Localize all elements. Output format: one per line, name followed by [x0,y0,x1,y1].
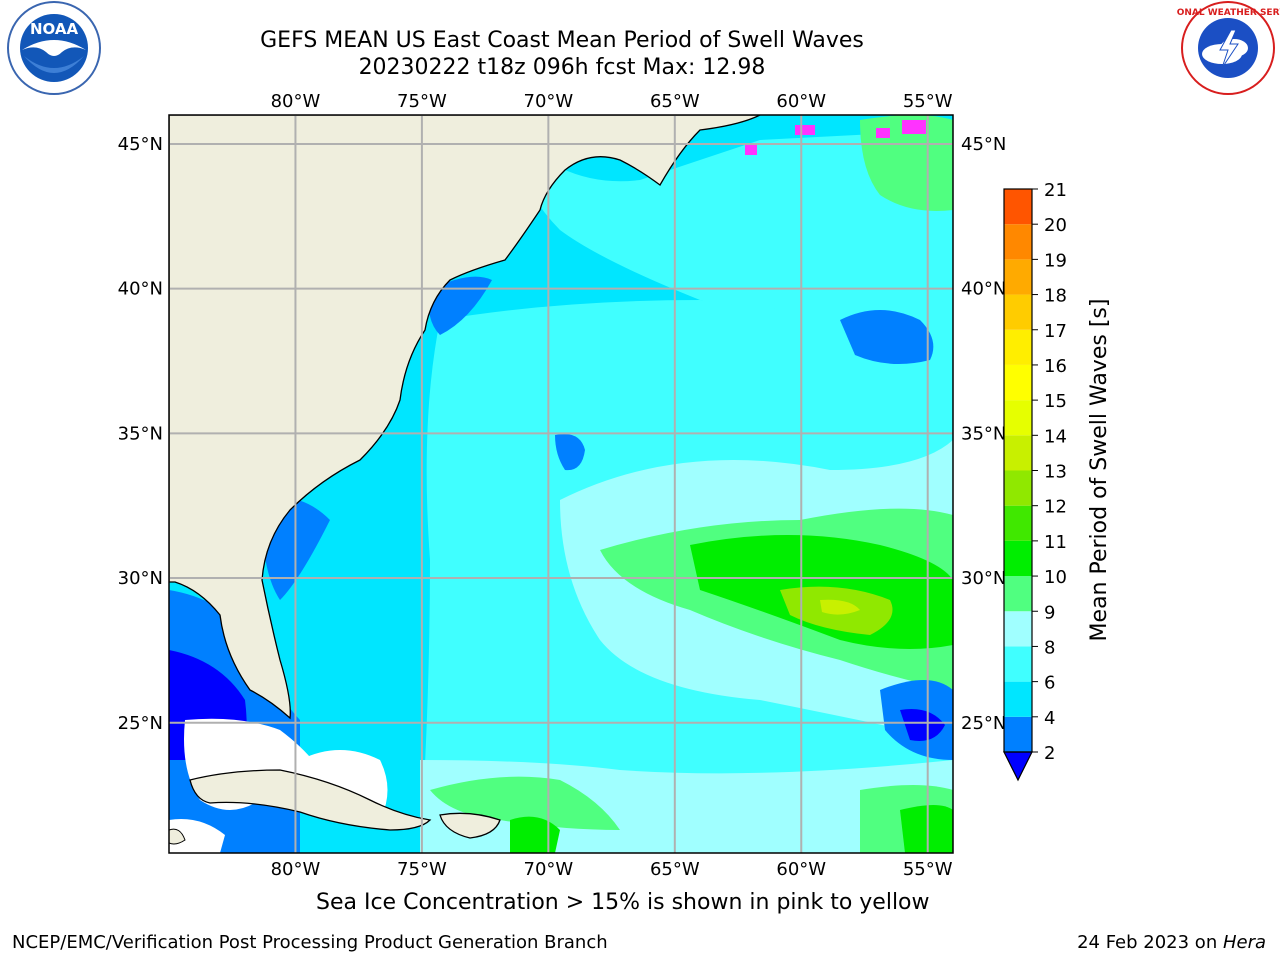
colorbar-swatch [1004,716,1032,752]
colorbar-label: Mean Period of Swell Waves [s] [1087,299,1112,642]
lon-tick-label: 70°W [524,859,574,880]
svg-text:NOAA: NOAA [30,20,79,38]
colorbar-swatch [1004,646,1032,682]
chart-title: GEFS MEAN US East Coast Mean Period of S… [260,28,864,53]
colorbar-tick-label: 21 [1044,180,1067,201]
lon-tick-label: 80°W [271,91,321,112]
colorbar-tick-label: 8 [1044,637,1055,658]
swell-period-field [169,115,953,853]
lat-tick-label: 25°N [118,713,163,734]
lat-tick-label: 35°N [118,423,163,444]
date-text: 24 Feb 2023 on [1077,932,1223,953]
colorbar-tick-label: 16 [1044,356,1067,377]
lon-tick-labels-bottom: 80°W 75°W 70°W 65°W 60°W 55°W [271,859,953,880]
lon-tick-label: 65°W [650,91,700,112]
lat-tick-label: 40°N [961,279,1006,300]
svg-text:NATIONAL WEATHER SERVICE: NATIONAL WEATHER SERVICE [1176,8,1280,18]
colorbar-tick-label: 12 [1044,497,1067,518]
colorbar-tick-label: 9 [1044,602,1055,623]
colorbar-swatch [1004,540,1032,577]
colorbar-swatch [1004,435,1032,471]
lon-tick-label: 55°W [903,91,953,112]
lat-tick-label: 45°N [961,134,1006,155]
lon-tick-label: 65°W [650,859,700,880]
colorbar-tick-label: 19 [1044,250,1067,271]
colorbar-tick-label: 11 [1044,532,1067,553]
sea-ice-note: Sea Ice Concentration > 15% is shown in … [316,890,930,915]
colorbar-under-extension [1003,751,1033,782]
colorbar-swatch [1004,611,1032,647]
colorbar: 2 4 6 8 9 10 11 12 13 14 15 16 17 18 19 20 21 [1003,180,1067,782]
lat-tick-label: 30°N [118,568,163,589]
colorbar-tick-label: 13 [1044,462,1067,483]
lat-tick-label: 30°N [961,568,1006,589]
colorbar-swatch [1004,681,1032,717]
colorbar-tick-label: 4 [1044,708,1055,729]
date-stamp: 24 Feb 2023 on Hera [1077,932,1266,953]
credit-text: NCEP/EMC/Verification Post Processing Pr… [12,932,608,953]
lat-tick-labels-left: 45°N 40°N 35°N 30°N 25°N [118,134,163,734]
lon-tick-label: 60°W [776,859,826,880]
colorbar-swatch [1004,505,1032,541]
colorbar-swatch [1004,576,1032,612]
host-name: Hera [1222,932,1266,953]
lon-tick-label: 55°W [903,859,953,880]
colorbar-tick-label: 20 [1044,215,1067,236]
colorbar-tick-label: 17 [1044,321,1067,342]
lon-tick-labels-top: 80°W 75°W 70°W 65°W 60°W 55°W [271,91,953,112]
colorbar-swatch [1004,329,1032,365]
colorbar-swatch [1004,224,1032,260]
lon-tick-label: 75°W [397,91,447,112]
colorbar-swatch [1004,189,1032,225]
lat-tick-labels-right: 45°N 40°N 35°N 30°N 25°N [961,134,1006,734]
lon-tick-label: 70°W [524,91,574,112]
colorbar-swatch [1004,259,1032,295]
lon-tick-label: 80°W [271,859,321,880]
colorbar-tick-label: 18 [1044,286,1067,307]
lat-tick-label: 35°N [961,423,1006,444]
lat-tick-label: 40°N [118,279,163,300]
colorbar-swatch [1004,364,1032,401]
lon-tick-label: 60°W [776,91,826,112]
colorbar-tick-label: 6 [1044,673,1055,694]
map-frame [168,114,954,854]
colorbar-tick-label: 2 [1044,743,1055,764]
lat-tick-label: 25°N [961,713,1006,734]
colorbar-swatch [1004,294,1032,330]
colorbar-tick-label: 15 [1044,391,1067,412]
nws-logo-icon: NATIONAL WEATHER SERVICE [1176,1,1280,95]
lon-tick-label: 75°W [397,859,447,880]
noaa-logo-icon: NOAA [7,1,101,95]
graticule [169,115,953,853]
colorbar-tick-label: 14 [1044,426,1067,447]
chart-subtitle: 20230222 t18z 096h fcst Max: 12.98 [358,55,766,80]
colorbar-tick-label: 10 [1044,567,1067,588]
colorbar-swatch [1004,400,1032,436]
colorbar-swatch [1004,470,1032,506]
lat-tick-label: 45°N [118,134,163,155]
